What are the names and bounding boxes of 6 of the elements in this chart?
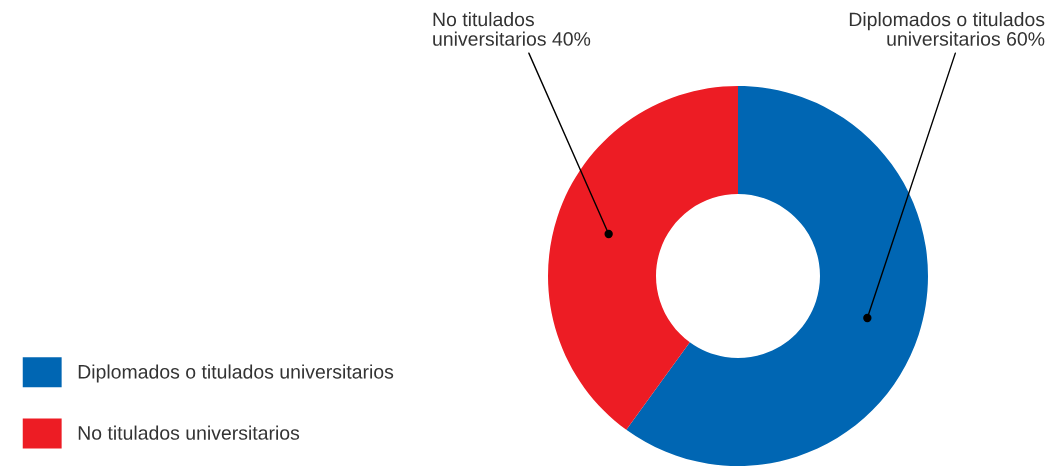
legend-label: No titulados universitarios — [78, 425, 300, 440]
legend-label: Diplomados o titulados universitarios — [78, 364, 394, 383]
donut-slice — [626, 86, 928, 466]
data-label: Diplomados o titulados universitarios 60% — [849, 12, 1045, 46]
donut-slice — [548, 86, 738, 430]
data-label: No titulados universitarios 40% — [433, 12, 591, 46]
